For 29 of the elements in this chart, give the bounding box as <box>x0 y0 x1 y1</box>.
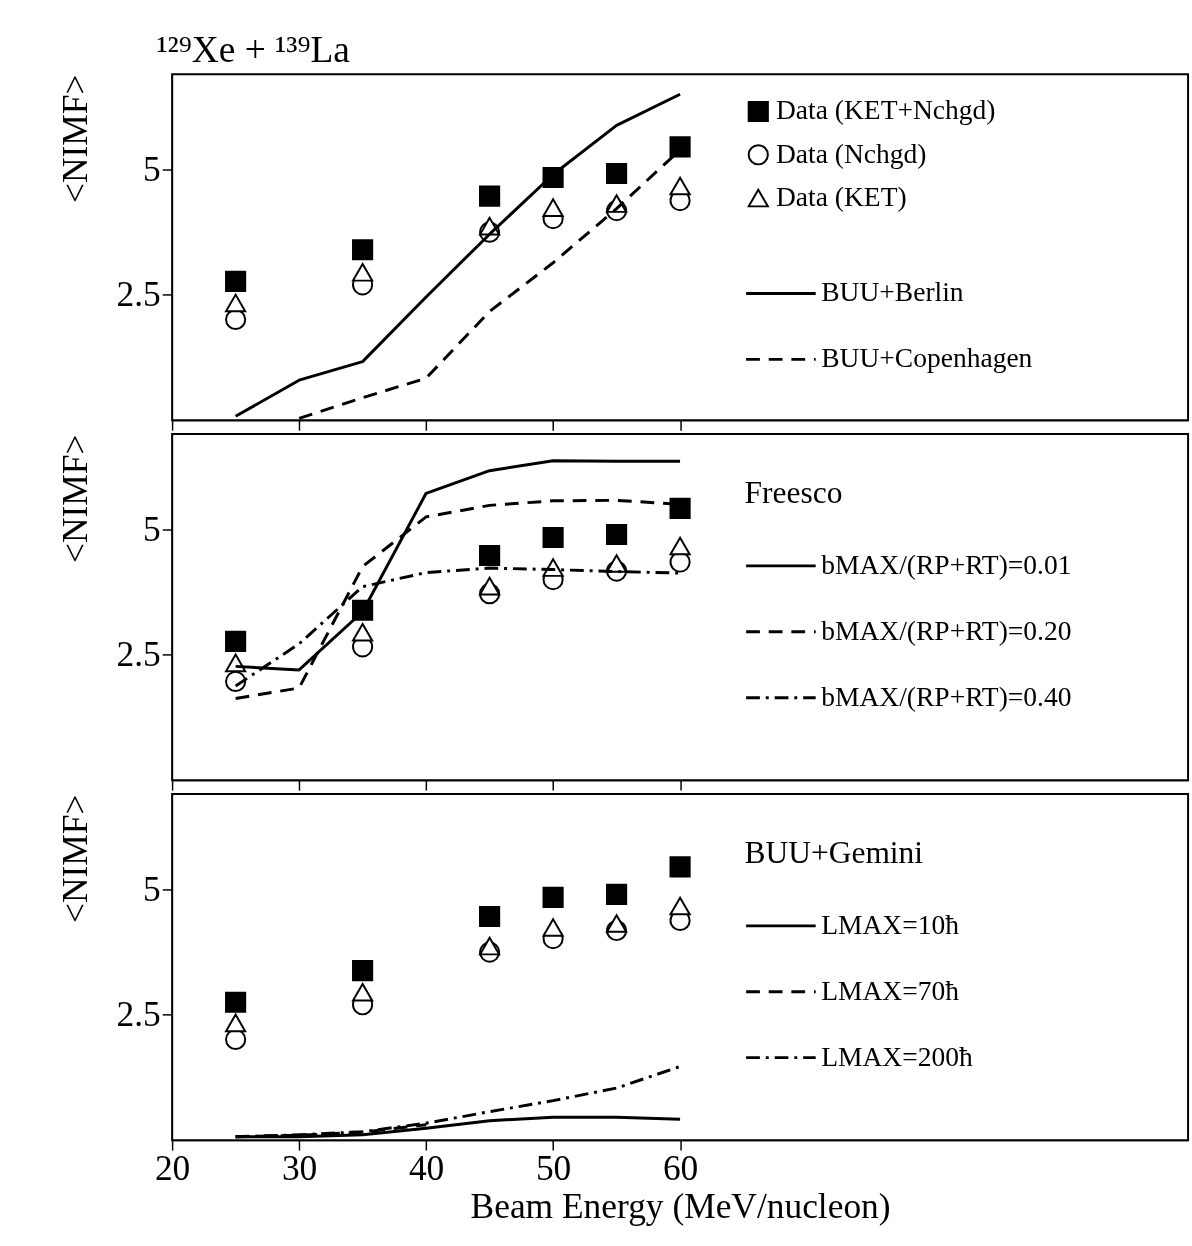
legend-label: BUU+Copenhagen <box>821 342 1033 374</box>
y-tick-label: 2.5 <box>116 634 161 675</box>
x-tick-label: 40 <box>408 1148 445 1189</box>
legend-title: BUU+Gemini <box>744 834 924 870</box>
legend-title: Freesco <box>744 474 843 510</box>
y-tick-label: 2.5 <box>116 274 161 315</box>
y-axis-title: <NIMF> <box>55 74 96 204</box>
chart-title: ¹²⁹Xe + ¹³⁹La <box>156 29 351 71</box>
legend-label: bMAX/(RP+RT)=0.01 <box>821 548 1072 580</box>
y-tick-label: 5 <box>143 508 161 549</box>
x-tick-label: 30 <box>281 1148 318 1189</box>
y-axis-title: <NIMF> <box>55 794 96 923</box>
x-axis-title: Beam Energy (MeV/nucleon) <box>470 1186 891 1227</box>
y-tick-label: 2.5 <box>116 994 161 1035</box>
legend-label: LMAX=70ħ <box>821 974 960 1006</box>
legend-label: BUU+Berlin <box>821 276 964 308</box>
x-tick-label: 20 <box>154 1148 191 1189</box>
x-tick-label: 50 <box>535 1148 572 1189</box>
legend-label: Data (KET+Nchgd) <box>775 94 996 126</box>
y-axis-title: <NIMF> <box>55 434 96 564</box>
legend-label: Data (KET) <box>775 180 907 212</box>
legend-label: Data (Nchgd) <box>775 137 927 169</box>
legend-label: LMAX=10ħ <box>821 908 960 940</box>
legend-label: bMAX/(RP+RT)=0.40 <box>821 680 1072 712</box>
y-tick-label: 5 <box>143 868 161 909</box>
legend-label: bMAX/(RP+RT)=0.20 <box>821 614 1072 646</box>
legend-label: LMAX=200ħ <box>821 1040 974 1072</box>
x-tick-label: 60 <box>662 1148 699 1189</box>
y-tick-label: 5 <box>143 148 161 189</box>
